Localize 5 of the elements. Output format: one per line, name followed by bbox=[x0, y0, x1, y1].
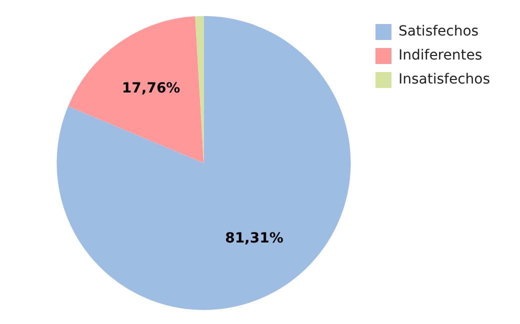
data-label: 17,76% bbox=[122, 80, 180, 96]
legend-label: Indiferentes bbox=[398, 48, 482, 64]
data-label: 81,31% bbox=[225, 230, 284, 247]
legend-label: Satisfechos bbox=[398, 24, 479, 40]
legend-label: Insatisfechos bbox=[398, 72, 490, 88]
